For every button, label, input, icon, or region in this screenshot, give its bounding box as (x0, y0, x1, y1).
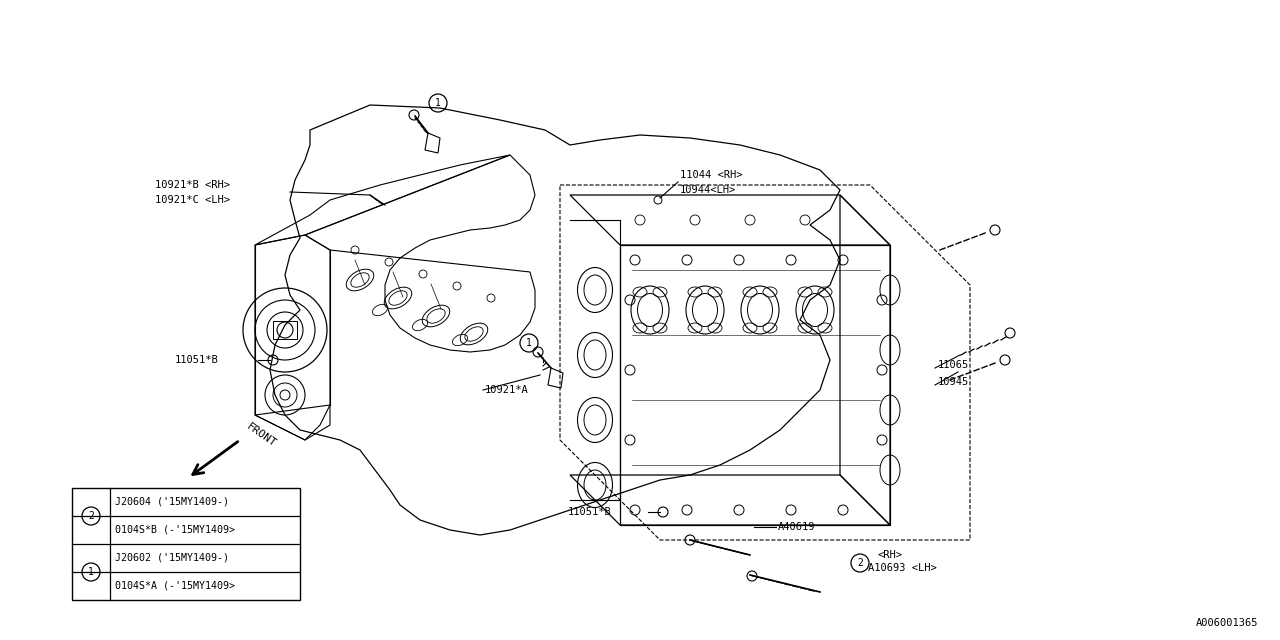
Text: FRONT: FRONT (244, 421, 278, 449)
Bar (72, 488, 300, 600)
Text: 11065: 11065 (938, 360, 969, 370)
Text: 10921*C <LH>: 10921*C <LH> (155, 195, 230, 205)
Text: J20602 ('15MY1409-): J20602 ('15MY1409-) (115, 553, 229, 563)
Text: 2: 2 (858, 558, 863, 568)
Text: A006001365: A006001365 (1196, 618, 1258, 628)
Text: 11044 <RH>: 11044 <RH> (680, 170, 742, 180)
Text: <RH>: <RH> (878, 550, 902, 560)
Text: A40619: A40619 (778, 522, 815, 532)
Text: 11051*B: 11051*B (175, 355, 219, 365)
Text: 10921*B <RH>: 10921*B <RH> (155, 180, 230, 190)
Text: 10921*A: 10921*A (485, 385, 529, 395)
Text: 10945: 10945 (938, 377, 969, 387)
Text: A10693 <LH>: A10693 <LH> (868, 563, 937, 573)
Text: 1: 1 (526, 338, 532, 348)
Text: 1: 1 (88, 567, 93, 577)
Text: 11051*B: 11051*B (568, 507, 612, 517)
Text: 0104S*B (-'15MY1409>: 0104S*B (-'15MY1409> (115, 525, 236, 535)
Text: J20604 ('15MY1409-): J20604 ('15MY1409-) (115, 497, 229, 507)
Text: 10944<LH>: 10944<LH> (680, 185, 736, 195)
Text: 1: 1 (435, 98, 440, 108)
Text: 2: 2 (88, 511, 93, 521)
Text: 0104S*A (-'15MY1409>: 0104S*A (-'15MY1409> (115, 581, 236, 591)
